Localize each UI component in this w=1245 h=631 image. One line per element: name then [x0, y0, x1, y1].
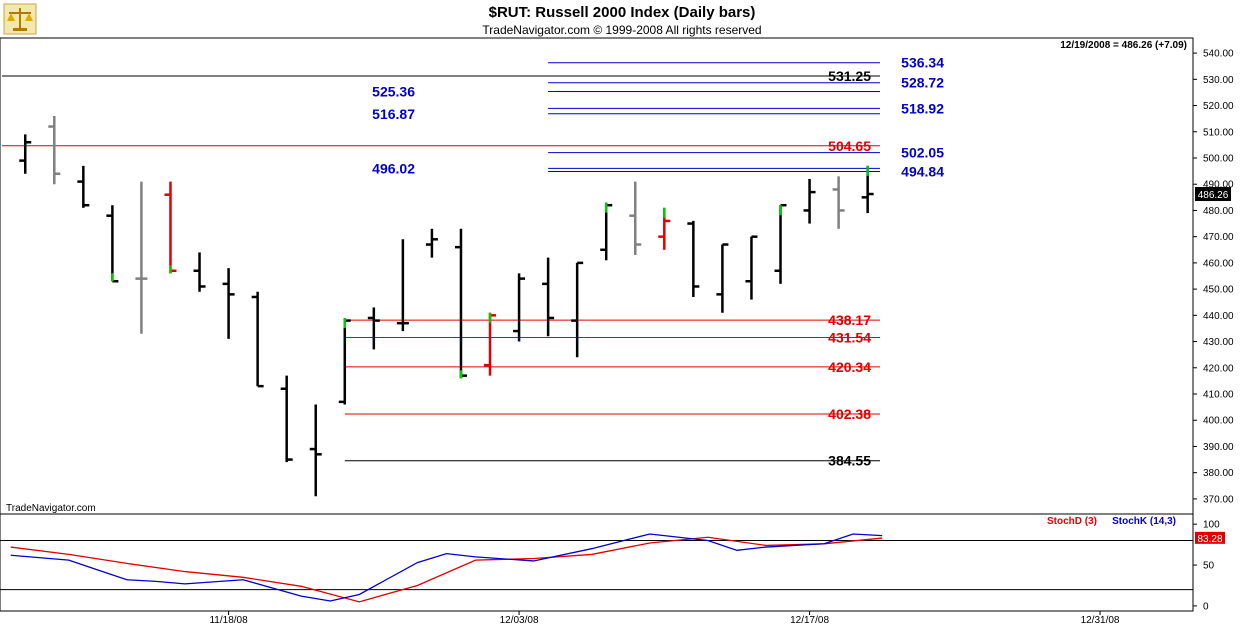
watermark-text: TradeNavigator.com: [6, 503, 96, 514]
price-tick-label: 510.00: [1203, 127, 1234, 138]
price-tick-label: 440.00: [1203, 311, 1234, 322]
price-tick-label: 430.00: [1203, 337, 1234, 348]
stoch-lines: [10, 533, 883, 603]
date-tick-label: 12/17/08: [790, 615, 829, 626]
price-tick-label: 530.00: [1203, 75, 1234, 86]
price-tick-label: 540.00: [1203, 49, 1234, 60]
stoch-tick-label: 50: [1203, 561, 1215, 572]
price-tick-label: 470.00: [1203, 232, 1234, 243]
copyright-text: TradeNavigator.com © 1999-2008 All right…: [482, 23, 761, 37]
ohlc-bars: [19, 116, 874, 497]
level-label: 384.55: [828, 453, 871, 469]
header-band: [0, 0, 1245, 38]
level-label: 496.02: [372, 160, 415, 176]
scales-logo-icon: [3, 3, 37, 35]
level-label: 525.36: [372, 84, 415, 100]
level-label: 494.84: [901, 164, 944, 180]
level-label: 438.17: [828, 312, 871, 328]
date-tick-label: 11/18/08: [209, 615, 248, 626]
stoch-axis: 100 50 0: [0, 520, 1220, 612]
price-tick-label: 400.00: [1203, 416, 1234, 427]
level-label: 516.87: [372, 106, 415, 122]
date-tick-label: 12/31/08: [1081, 615, 1120, 626]
last-price-label: 486.26: [1198, 190, 1229, 201]
price-panel: [0, 37, 1194, 515]
price-tick-label: 410.00: [1203, 390, 1234, 401]
stoch-tick-label: 0: [1203, 601, 1209, 612]
level-label: 431.54: [828, 330, 871, 346]
price-tick-label: 460.00: [1203, 258, 1234, 269]
date-tick-label: 12/03/08: [500, 615, 539, 626]
chart-title: $RUT: Russell 2000 Index (Daily bars): [489, 4, 756, 21]
level-label: 502.05: [901, 145, 944, 161]
level-label: 402.38: [828, 406, 871, 422]
level-label: 536.34: [901, 55, 944, 71]
price-axis: 540.00 530.00 520.00 510.00 500.00 490.00 480.…: [1193, 49, 1234, 505]
level-label: 504.65: [828, 138, 871, 154]
stoch-series-line: [10, 536, 883, 603]
stoch-last-label: 83.28: [1197, 534, 1222, 545]
price-tick-label: 420.00: [1203, 363, 1234, 374]
stoch-series-line: [10, 533, 883, 602]
date-axis: 11/18/08 12/03/08 12/17/08 12/31/08: [209, 611, 1120, 626]
price-tick-label: 370.00: [1203, 494, 1234, 505]
price-tick-label: 380.00: [1203, 468, 1234, 479]
level-label: 531.25: [828, 68, 871, 84]
last-quote-text: 12/19/2008 = 486.26 (+7.09): [1060, 40, 1187, 51]
level-label: 528.72: [901, 75, 944, 91]
price-tick-label: 480.00: [1203, 206, 1234, 217]
price-tick-label: 390.00: [1203, 442, 1234, 453]
stoch-tick-label: 100: [1203, 520, 1220, 531]
stoch-last-badge: 83.28: [1195, 531, 1225, 545]
level-label: 518.92: [901, 100, 944, 116]
price-tick-label: 500.00: [1203, 154, 1234, 165]
level-label: 420.34: [828, 359, 871, 375]
price-tick-label: 490.00: [1203, 180, 1234, 191]
last-price-badge: 486.26: [1195, 187, 1231, 202]
legend-stoch-k: StochK (14,3): [1112, 516, 1176, 527]
price-levels: 536.34 531.25 528.72 525.36 518.92 516.87 504.…: [2, 55, 944, 469]
stoch-panel: [0, 513, 1194, 612]
legend-stoch-d: StochD (3): [1047, 516, 1097, 527]
price-tick-label: 520.00: [1203, 101, 1234, 112]
price-tick-label: 450.00: [1203, 285, 1234, 296]
